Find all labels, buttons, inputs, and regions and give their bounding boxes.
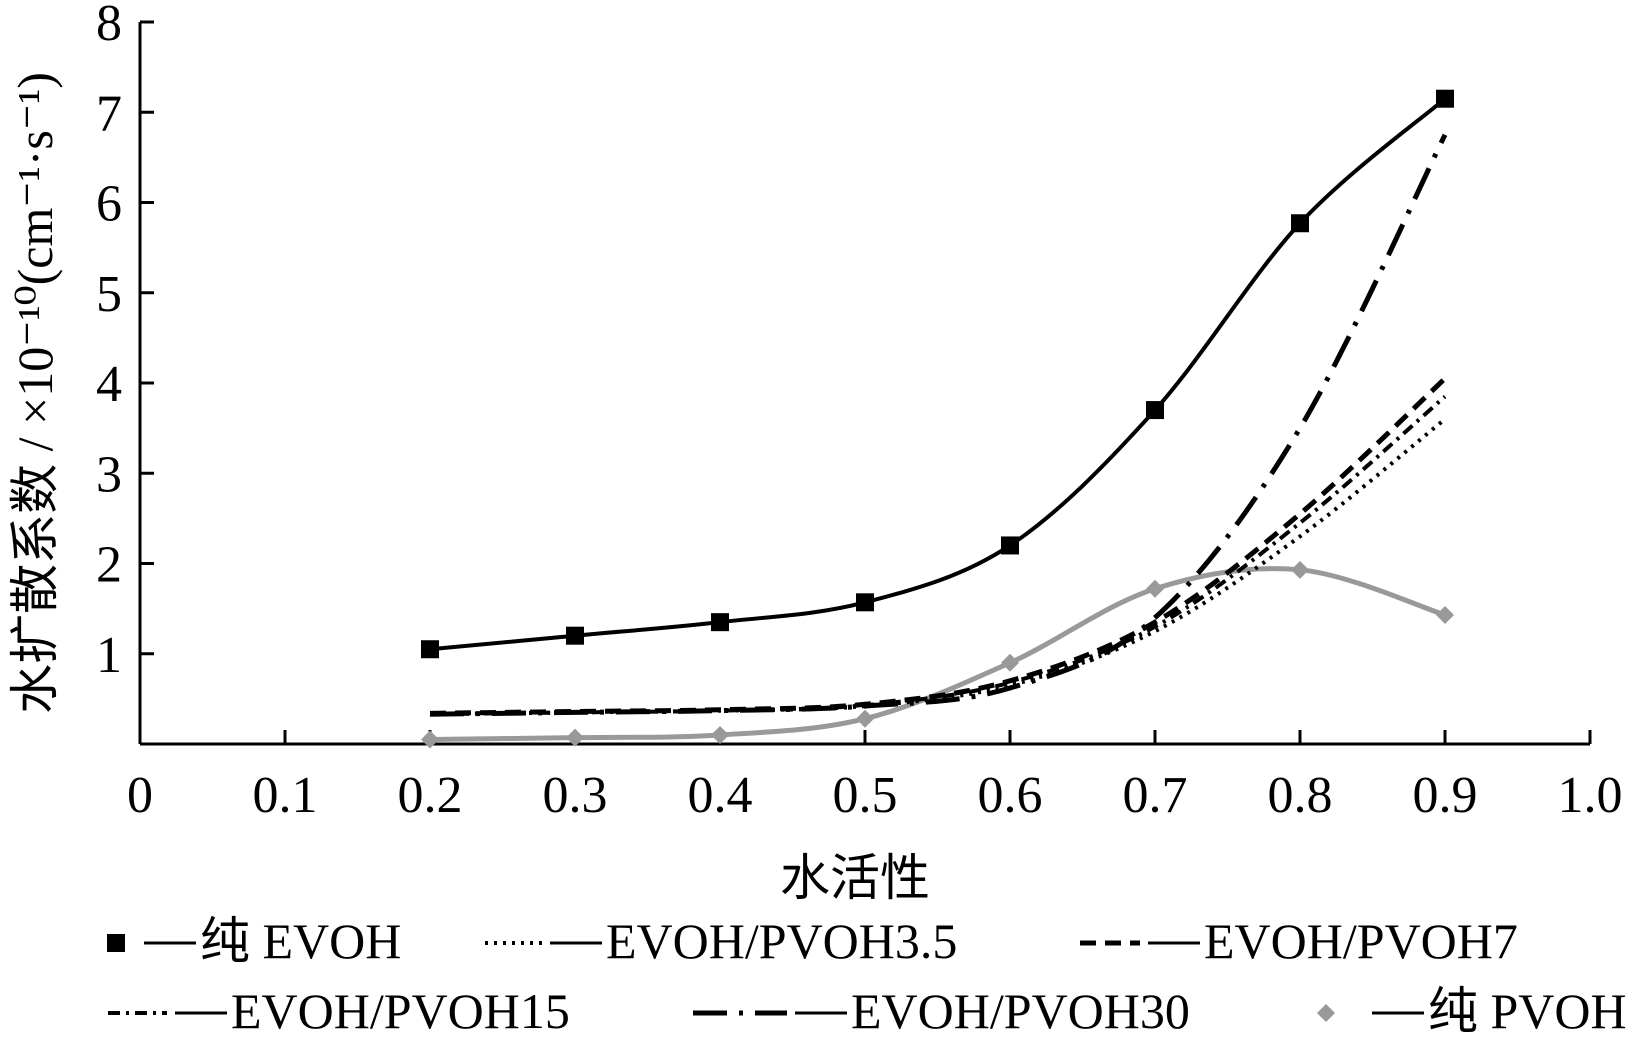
data-point-marker	[1001, 536, 1019, 555]
y-tick-label: 5	[96, 266, 122, 323]
y-tick-label: 3	[96, 446, 122, 503]
series-line-5	[429, 133, 1448, 717]
y-tick-label: 1	[96, 627, 122, 684]
legend-item: EVOH/PVOH3.5	[485, 913, 957, 969]
legend-item: 纯 EVOH	[107, 913, 401, 969]
data-point-marker	[421, 730, 439, 749]
x-tick-label: 0.1	[253, 767, 318, 824]
y-tick-label: 6	[96, 176, 122, 233]
series-line-2	[429, 417, 1447, 717]
data-point-marker	[711, 613, 729, 632]
data-point-marker	[1001, 653, 1019, 672]
legend-label: EVOH/PVOH3.5	[606, 913, 957, 969]
data-point-marker	[856, 593, 874, 612]
data-point-marker	[1436, 605, 1454, 624]
y-tick-label: 4	[96, 356, 122, 413]
data-point-marker	[1291, 214, 1309, 233]
legend: 纯 EVOH EVOH/PVOH3.5 EVOH/PVOH7 EVOH/PVOH15 E…	[107, 913, 1627, 1039]
data-point-marker	[711, 725, 729, 744]
axes: 0 0.1 0.2 0.3 0.4 0.5 0.6 0.7 0.8 0.9 1.0 1 2 3 4 5 6 7 8	[96, 0, 1623, 824]
x-tick-label: 0.3	[543, 767, 608, 824]
x-tick-label: 0.9	[1413, 767, 1478, 824]
legend-swatch	[1317, 1004, 1335, 1022]
y-tick-label: 7	[96, 85, 122, 142]
x-tick-label: 0.7	[1123, 767, 1188, 824]
data-point-marker	[856, 709, 874, 728]
legend-item: EVOH/PVOH15	[108, 983, 570, 1039]
data-point-marker	[1146, 579, 1164, 598]
x-tick-label: 0.5	[833, 767, 898, 824]
x-tick-label: 1.0	[1558, 767, 1623, 824]
series-line-4	[429, 395, 1447, 717]
legend-item: EVOH/PVOH30	[693, 983, 1190, 1039]
data-point-marker	[566, 728, 584, 747]
x-tick-label: 0.4	[688, 767, 753, 824]
x-tick-label: 0.2	[398, 767, 463, 824]
x-axis-title: 水活性	[780, 850, 930, 906]
legend-item: 纯 PVOH	[1317, 983, 1627, 1039]
data-point-marker	[1146, 401, 1164, 420]
data-point-marker	[566, 626, 584, 645]
legend-swatch	[107, 934, 125, 952]
legend-item: EVOH/PVOH7	[1080, 913, 1518, 969]
legend-label: 纯 PVOH	[1428, 983, 1627, 1039]
legend-label: EVOH/PVOH30	[851, 983, 1190, 1039]
legend-label: 纯 EVOH	[200, 913, 401, 969]
x-tick-label: 0.8	[1268, 767, 1333, 824]
plot-area	[421, 89, 1454, 749]
data-point-marker	[421, 640, 439, 659]
y-tick-label: 8	[96, 0, 122, 52]
series-line-1	[429, 97, 1447, 652]
y-axis-title: 水扩散系数 / ×10⁻¹⁰(cm⁻¹·s⁻¹)	[7, 72, 63, 714]
data-point-marker	[1291, 560, 1309, 579]
x-tick-label: 0.6	[978, 767, 1043, 824]
legend-label: EVOH/PVOH15	[231, 983, 570, 1039]
y-tick-label: 2	[96, 537, 122, 594]
data-point-marker	[1436, 89, 1454, 108]
series-line-3	[429, 376, 1447, 716]
legend-label: EVOH/PVOH7	[1204, 913, 1518, 969]
x-tick-label: 0	[127, 767, 153, 824]
